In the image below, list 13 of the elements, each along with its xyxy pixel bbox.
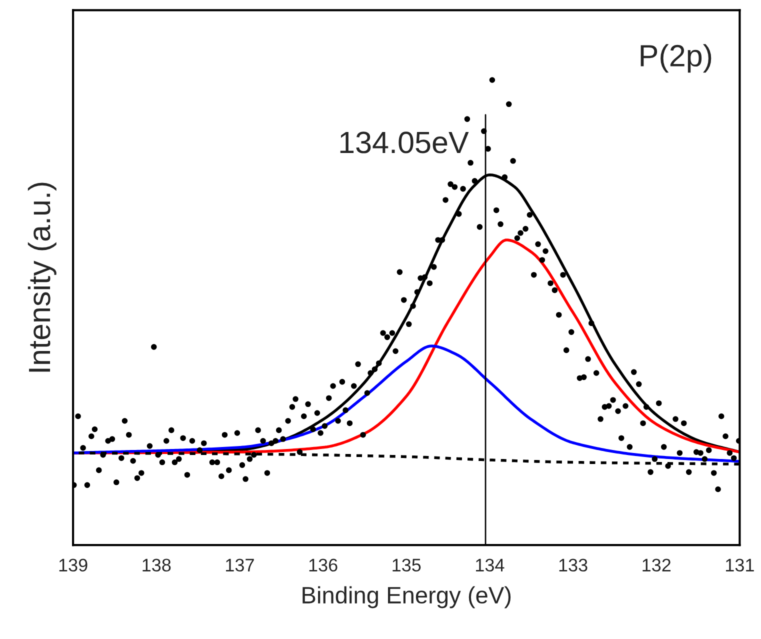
x-tick-label: 134 (476, 558, 504, 572)
x-tick-label: 133 (559, 558, 588, 572)
ref-line-label: 134.05eV (340, 132, 469, 154)
x-tick-label: 138 (142, 558, 171, 572)
x-tick-label: 131 (726, 558, 754, 572)
y-axis-title: Intensity (a.u.) (28, 182, 56, 372)
x-tick-label: 139 (59, 558, 88, 572)
x-tick-label: 137 (226, 558, 254, 572)
x-tick-label: 136 (309, 558, 338, 572)
text: P(2p) (640, 44, 712, 73)
x-axis-title: Binding Energy (eV) (302, 586, 511, 608)
x-tick-label: 135 (392, 558, 421, 572)
x-tick-label: 132 (642, 558, 671, 572)
